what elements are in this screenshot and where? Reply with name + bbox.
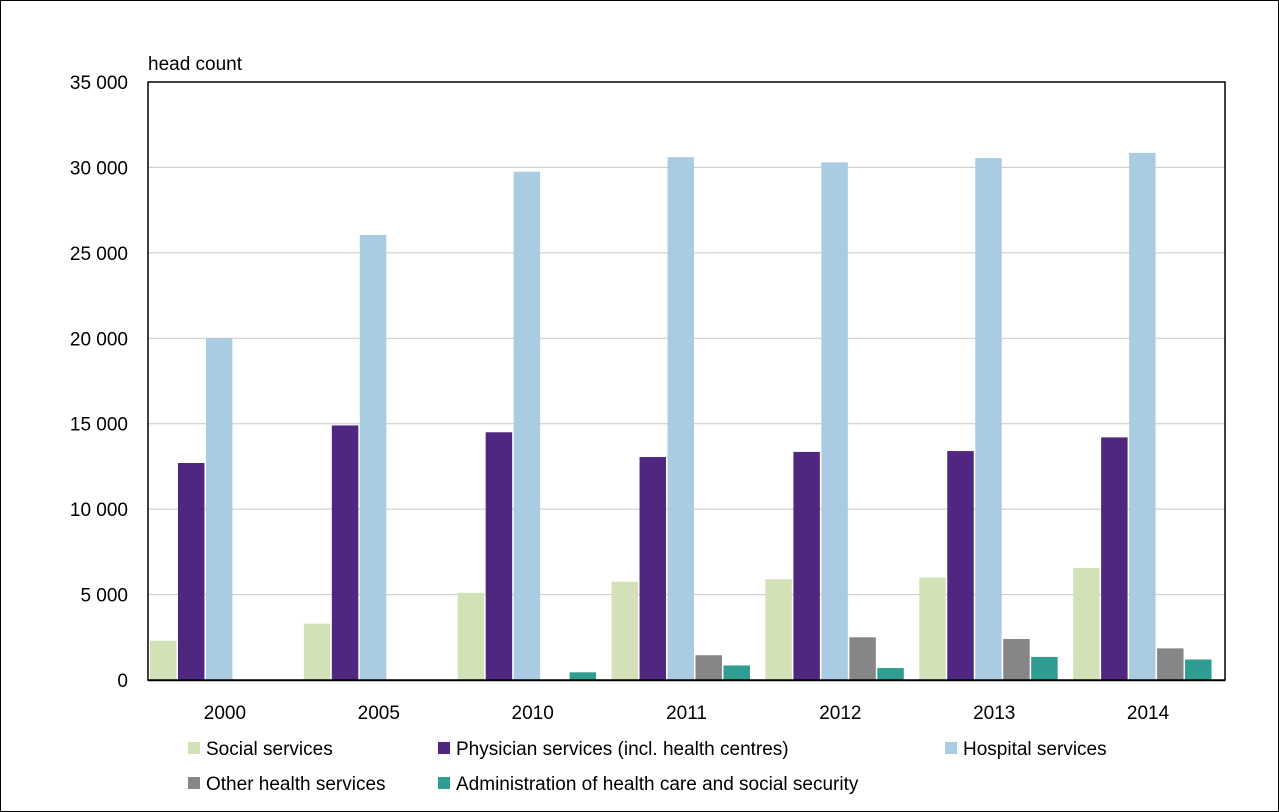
y-tick-label: 25 000: [70, 244, 128, 265]
bar: [1157, 648, 1184, 680]
y-tick-labels: 0 5 000 10 000 15 000 20 000 25 000 30 000 35 0…: [70, 73, 128, 692]
bars: [150, 152, 1212, 681]
legend-item: Hospital services: [945, 739, 1107, 760]
bar: [1129, 152, 1156, 681]
bar: [1003, 638, 1030, 680]
x-tick-label: 2014: [1127, 703, 1170, 724]
bar: [919, 577, 946, 680]
bar: [1101, 437, 1128, 680]
bar: [457, 592, 485, 680]
y-tick-label: 15 000: [70, 415, 128, 436]
legend: Social services Physician services (incl.…: [188, 739, 1107, 795]
bar: [485, 432, 513, 680]
bar: [877, 668, 904, 680]
legend-label: Social services: [206, 739, 333, 760]
bar: [359, 234, 387, 680]
bar: [765, 579, 792, 680]
legend-label: Other health services: [206, 774, 386, 795]
x-tick-label: 2011: [666, 703, 707, 724]
bar: [611, 581, 639, 680]
legend-item: Physician services (incl. health centres…: [438, 739, 789, 760]
bar: [821, 162, 848, 680]
legend-item: Administration of health care and social…: [438, 774, 859, 795]
legend-swatch: [188, 777, 200, 789]
y-tick-label: 5 000: [80, 586, 128, 607]
legend-item: Social services: [188, 739, 333, 760]
legend-label: Administration of health care and social…: [456, 774, 859, 795]
bar: [513, 171, 541, 680]
gridlines: [148, 166, 1225, 596]
legend-swatch: [188, 742, 200, 754]
y-tick-label: 20 000: [70, 329, 128, 350]
legend-swatch: [438, 742, 450, 754]
x-tick-label: 2005: [358, 703, 400, 724]
bar: [695, 655, 722, 680]
x-tick-label: 2000: [204, 703, 246, 724]
y-tick-label: 10 000: [70, 500, 128, 521]
legend-label: Hospital services: [963, 739, 1107, 760]
x-tick-label: 2010: [512, 703, 554, 724]
bar: [793, 451, 820, 680]
y-tick-label: 0: [117, 671, 128, 692]
bar: [303, 623, 331, 680]
y-tick-label: 30 000: [70, 158, 128, 179]
bar: [667, 157, 694, 681]
x-tick-labels: 2000 2005 2010 2011 2012 2013 2014: [204, 703, 1170, 724]
bar: [849, 637, 876, 680]
bar: [1031, 656, 1058, 680]
bar: [1185, 659, 1212, 680]
bar: [1073, 568, 1100, 680]
legend-item: Other health services: [188, 774, 386, 795]
bar: [639, 457, 667, 680]
legend-swatch: [945, 742, 957, 754]
bar: [975, 158, 1002, 680]
legend-label: Physician services (incl. health centres…: [456, 739, 789, 760]
bar: [205, 338, 233, 680]
x-tick-label: 2012: [819, 703, 861, 724]
y-axis-label: head count: [148, 54, 243, 75]
x-tick-label: 2013: [973, 703, 1015, 724]
bar: [947, 451, 974, 680]
bar: [150, 640, 177, 680]
bar: [331, 425, 359, 680]
y-tick-label: 35 000: [70, 73, 128, 94]
bar: [569, 672, 597, 680]
bar: [723, 665, 750, 680]
legend-swatch: [438, 777, 450, 789]
bar: [177, 463, 205, 680]
